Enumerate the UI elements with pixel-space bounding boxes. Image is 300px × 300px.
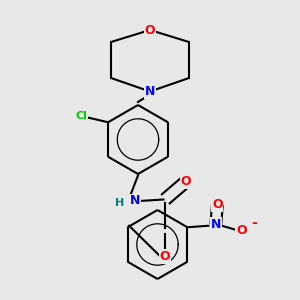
Text: H: H — [116, 197, 124, 208]
Text: Cl: Cl — [75, 111, 87, 121]
Text: N: N — [145, 85, 155, 98]
Text: O: O — [160, 250, 170, 263]
Text: O: O — [145, 23, 155, 37]
Text: O: O — [236, 224, 247, 237]
Text: N: N — [211, 218, 221, 231]
Text: -: - — [251, 216, 257, 230]
Text: O: O — [181, 175, 191, 188]
Text: N: N — [130, 194, 140, 208]
Text: O: O — [212, 198, 223, 211]
